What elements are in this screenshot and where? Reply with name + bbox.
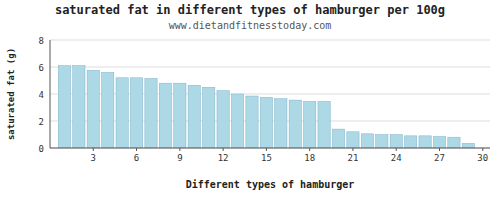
x-tick-label: 15	[261, 153, 272, 163]
x-tick	[352, 148, 353, 151]
grid-line	[50, 148, 490, 149]
bar	[361, 134, 373, 148]
bar	[73, 66, 85, 148]
bar	[145, 78, 157, 148]
bar	[419, 136, 431, 148]
subtitle: www.dietandfitnesstoday.com	[169, 20, 332, 31]
grid-line	[50, 67, 490, 68]
x-tick	[93, 148, 94, 151]
x-tick-label: 24	[391, 153, 402, 163]
bar	[246, 96, 258, 148]
x-tick	[439, 148, 440, 151]
bar	[332, 129, 344, 148]
y-tick-label: 6	[39, 63, 44, 73]
y-axis-label: saturated fat (g)	[6, 48, 16, 140]
x-tick	[482, 148, 483, 151]
x-tick	[396, 148, 397, 151]
bar	[289, 100, 301, 148]
bar	[347, 132, 359, 148]
x-axis	[50, 148, 490, 149]
bar	[318, 101, 330, 148]
bar	[448, 137, 460, 148]
x-tick	[266, 148, 267, 151]
y-tick-label: 4	[39, 90, 44, 100]
grid-line	[50, 40, 490, 41]
x-tick-label: 6	[134, 153, 139, 163]
bar	[376, 135, 388, 149]
x-tick-label: 18	[304, 153, 315, 163]
chart: saturated fat in different types of hamb…	[0, 0, 500, 200]
bar	[188, 85, 200, 148]
x-tick	[179, 148, 180, 151]
x-tick-label: 12	[218, 153, 229, 163]
y-tick-label: 0	[39, 144, 44, 154]
y-tick-label: 8	[39, 36, 44, 46]
bar	[159, 83, 171, 148]
bar	[102, 72, 114, 148]
bar	[275, 99, 287, 148]
bars	[58, 66, 474, 148]
bar	[231, 94, 243, 148]
x-axis-label: Different types of hamburger	[186, 179, 355, 190]
bar	[260, 97, 272, 148]
y-axis	[50, 40, 51, 148]
bar	[390, 135, 402, 149]
bar	[174, 83, 186, 148]
bar	[462, 143, 474, 148]
x-tick	[223, 148, 224, 151]
bar	[203, 87, 215, 148]
x-tick-label: 30	[477, 153, 488, 163]
bar	[87, 70, 99, 148]
grid	[50, 40, 490, 148]
bar	[58, 66, 70, 148]
bar	[405, 136, 417, 148]
y-tick-label: 2	[39, 117, 44, 127]
bar	[217, 91, 229, 148]
x-tick-label: 3	[91, 153, 96, 163]
x-tick	[136, 148, 137, 151]
title: saturated fat in different types of hamb…	[55, 3, 445, 17]
bar	[116, 78, 128, 148]
x-tick-label: 21	[348, 153, 359, 163]
x-tick	[309, 148, 310, 151]
x-tick-label: 27	[434, 153, 445, 163]
x-tick-label: 9	[177, 153, 182, 163]
bar	[433, 137, 445, 148]
bar	[130, 78, 142, 148]
bar	[304, 101, 316, 148]
